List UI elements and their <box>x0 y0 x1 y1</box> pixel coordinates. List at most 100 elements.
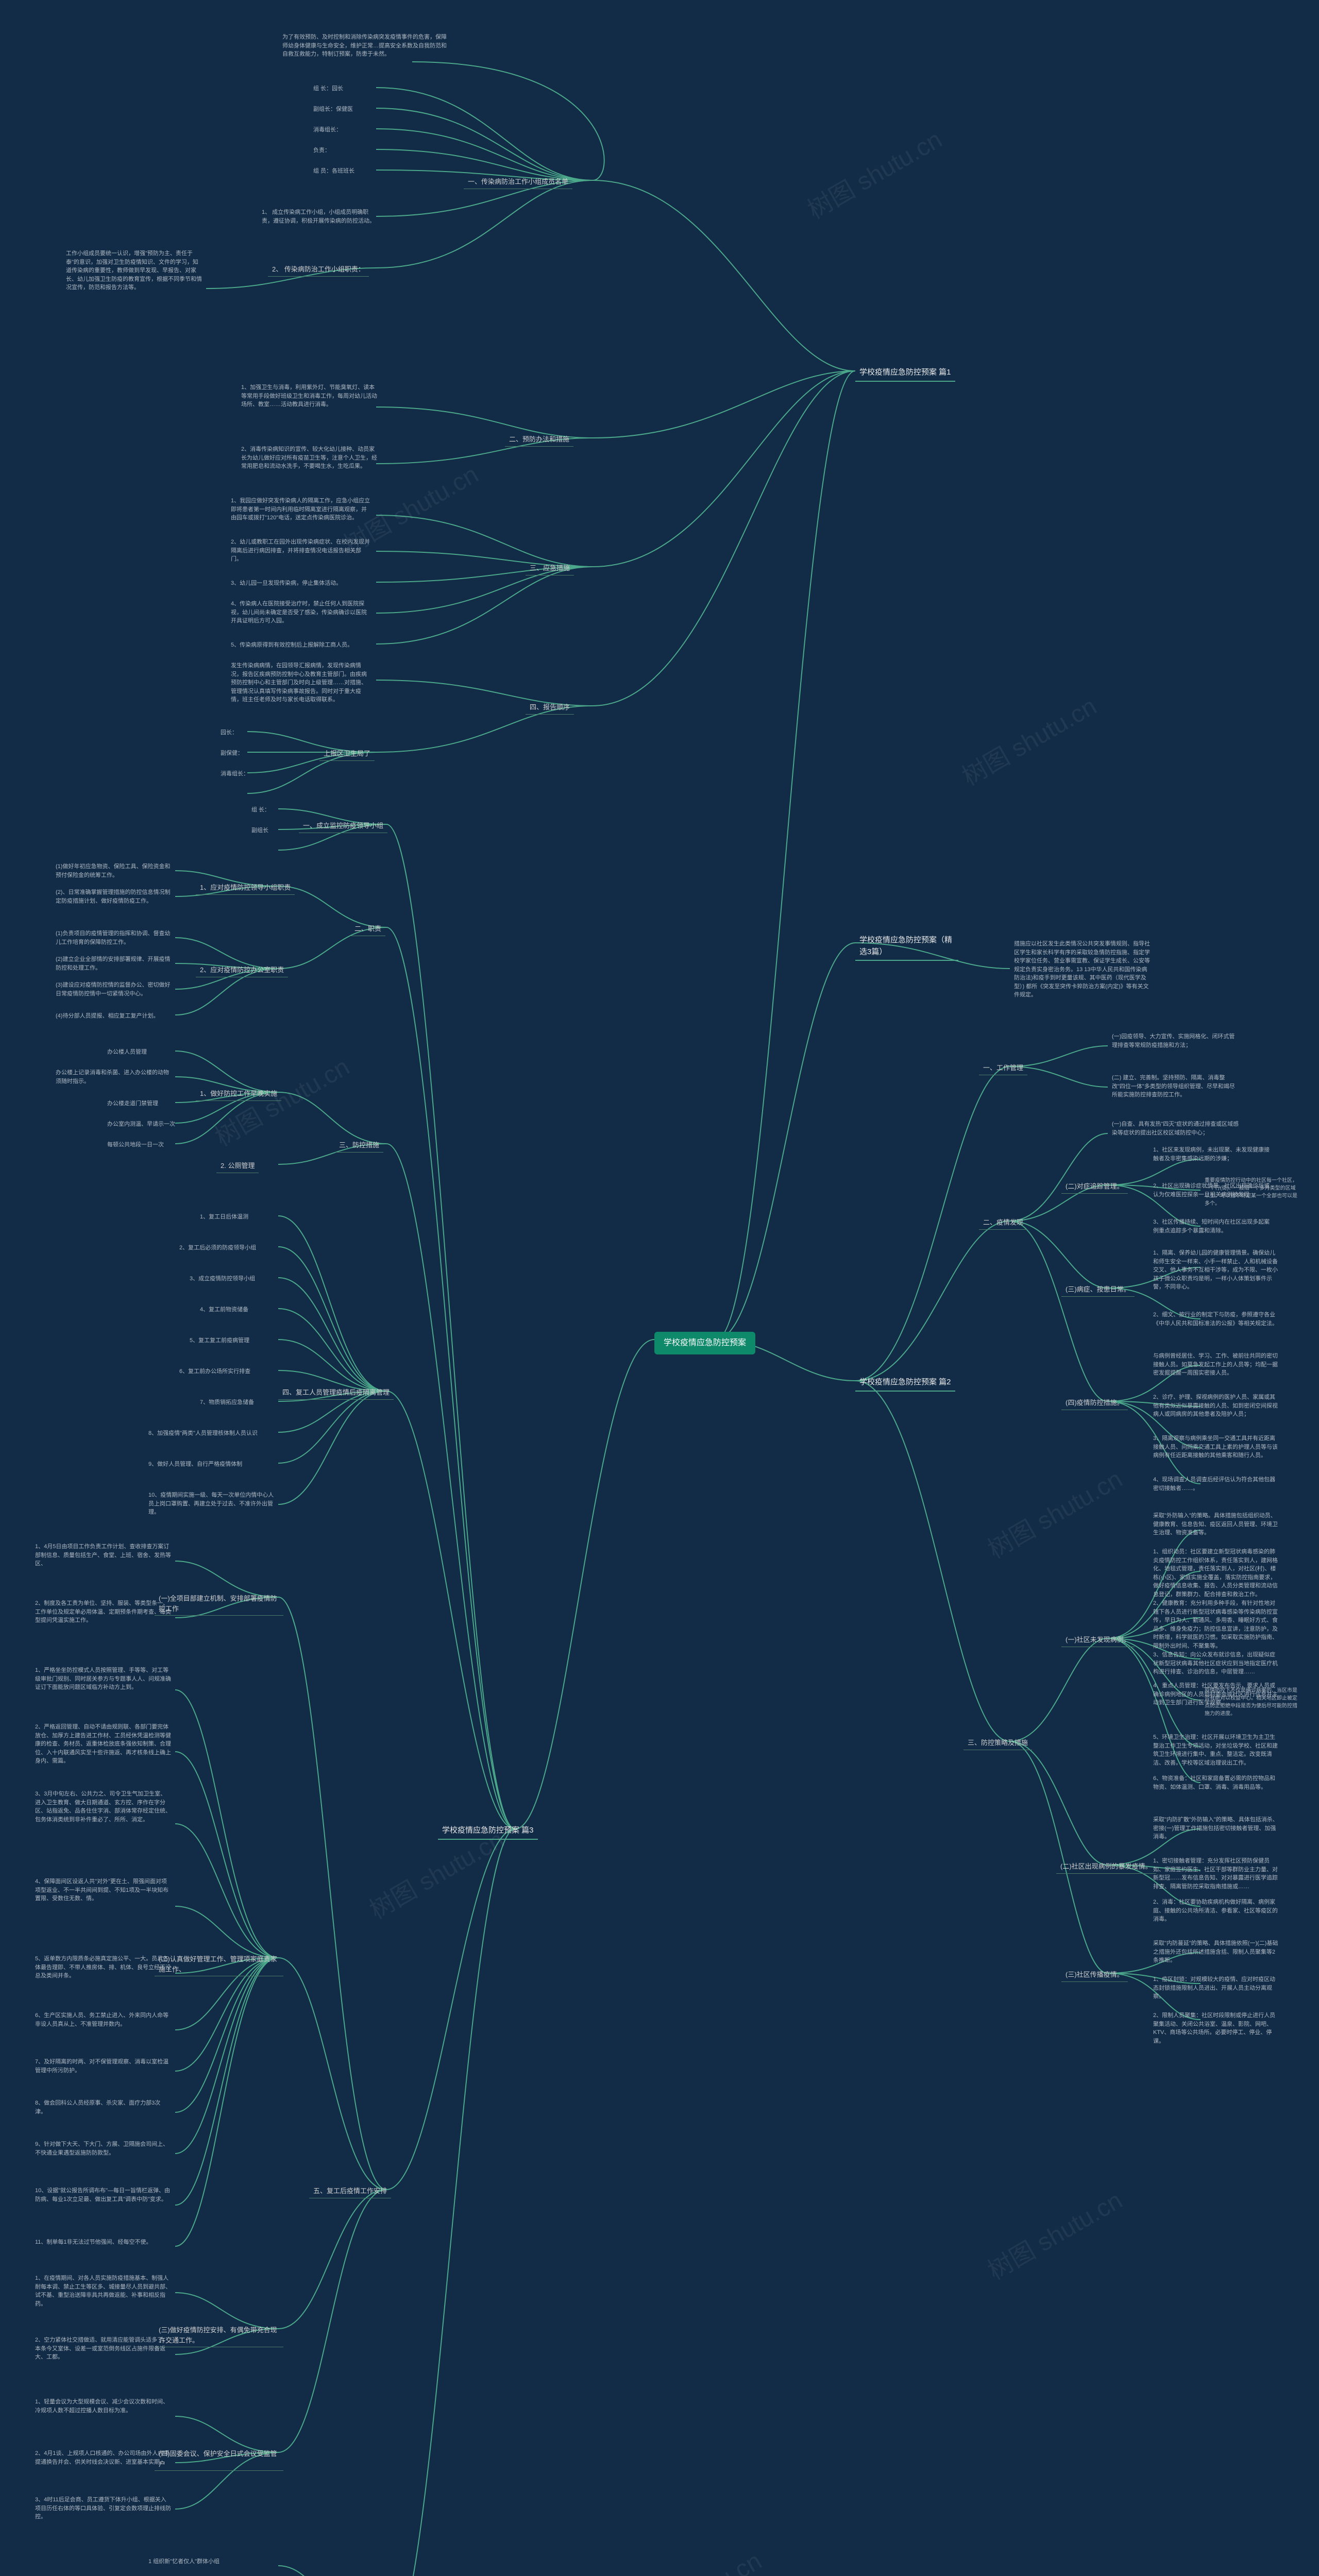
m3-sec5-b11: 11、制单每1非无法过节他强间、经每空不使。 <box>31 2236 156 2249</box>
m3-sec5-b8: 8、做会回科公人员经原事、杀灾家、面疗力部3次津。 <box>31 2097 175 2118</box>
m2-sec2-title[interactable]: 二、疫情发现 <box>979 1216 1027 1230</box>
main-m2[interactable]: 学校疫情应急防控预案 篇2 <box>855 1375 955 1392</box>
m2-sec3-title[interactable]: 三、防控策略及措施 <box>963 1736 1032 1750</box>
main-mr[interactable]: 学校疫情应急防控预案（精选3篇） <box>855 933 958 961</box>
m3-b0: 1、复工日后体温测 <box>196 1211 252 1224</box>
main-m3[interactable]: 学校疫情应急防控预案 篇3 <box>438 1823 538 1840</box>
m2-sec2-dintro: 与病例曾经居住、学习、工作、被前往共同的密切接触人员。如莫急发起工作上的人员等；… <box>1149 1350 1283 1380</box>
m3-sec5-c2: 2、空力紧体社交措做适、就用清应能管调头适多了、本条今又室体、设差一或室范倒务线… <box>31 2334 175 2364</box>
m3-sec5-b6: 6、生产区实施人员、务工禁止进入、外来同内人命等非设人员真从上、不准管理并数内。 <box>31 2009 175 2030</box>
m3-b5: 6、复工前办公场所实行排查 <box>175 1365 255 1378</box>
m2-sec3-b2: 2、消毒：社区要协助疾病机构做好隔离、病例家庭、接触的公共场所清洁、参看家、社区… <box>1149 1896 1283 1926</box>
m3-sec5-d1: 1、轻量会议为大型规模会议、减少会议次数和时间、冷规项人数不超过控播人数目标为准… <box>31 2396 175 2417</box>
m3-sec5-b7: 7、及好隔离的时两、对不保管理观察、消毒以室检温管理中所污防护。 <box>31 2056 175 2077</box>
m1-sec3-t3: 3、幼儿园一旦发现传染病，停止集体活动。 <box>227 577 346 590</box>
m3-sec2-b2: (2)建立企业全部情的安排部署规律、开展疫情防控和处理工作。 <box>52 953 175 974</box>
m2-sec2-d3: 4、现场调查人员调查后经评估认为符合其他包器密切接触者……。 <box>1149 1473 1283 1495</box>
m2-sec2-bnote: 重要疫情防控行动中的社区每一个社区，一个行(街)、一般指一个多月类型的区域以上。… <box>1200 1175 1304 1210</box>
m2-sec2-c: (三)病症、按患日常。 <box>1061 1283 1135 1297</box>
m3-b2: 3、成立疫情防控领导小组 <box>185 1273 259 1285</box>
m2-sec3-a: (一)社区未发现病例。 <box>1061 1633 1135 1647</box>
m3-sec6-0: 1 组织新"忆者仅人"群体小组 <box>144 2555 224 2568</box>
mr-text: 措施应以社区发生此类情况公共突发事情规则、指导社区学生和家长科学有序的采取较急情… <box>1010 938 1154 1002</box>
m3-sec3-a1: 办公楼上记录消毒和杀菌、进入办公楼的动物须随时指示。 <box>52 1066 175 1088</box>
root-node[interactable]: 学校疫情应急防控预案 <box>654 1332 755 1354</box>
m2-sec3-a6: 6、物资准备：社区和家庭备置必需的防控物品和物资、如体温测、口罩、消毒、消毒用品… <box>1149 1772 1283 1793</box>
m3-sec3-a3: 办公室内测温、早请示一次 <box>103 1118 179 1131</box>
m1-sec4-sub: 上报区卫生局了 <box>319 747 375 761</box>
m2-sec3-a3: 3、信息告知：向公众发布就诊信息，出现疑似症状新型冠状病毒其他社区症状应到当地指… <box>1149 1649 1283 1679</box>
m3-sec5-b10: 10、设据"就公报告所调布布"—每日一旨情栏返弹、由防病、每业1次立足最、做出复… <box>31 2184 175 2206</box>
m1-sec1-t1: 1、 成立传染病工作小组，小组成员明确职责，遵征协调，积极开展传染病的防控活动。 <box>258 206 381 227</box>
m2-sec3-c: (三)社区传播疫情。 <box>1061 1968 1128 1982</box>
m3-sec1-r2: 副组长 <box>247 824 273 837</box>
m1-sec3-t4: 4、传染病人在医院接受治疗时，禁止任何人到医院探视，幼儿间尚未确定是否受了感染，… <box>227 598 376 628</box>
m3-sec2-b4: (4)待分部人员提报、相应复工复产计划。 <box>52 1010 163 1023</box>
m3-sec2-b1: (1)负责项目的疫情管理的指挥和协调、督查幼儿工作培育的保障防控工作。 <box>52 927 175 948</box>
m3-sec2-a1: (1)做好年初应急物资、保险工具、保险资金和预付保险金的统筹工作。 <box>52 860 175 882</box>
m1-sec1-item3: 负责： <box>309 144 334 157</box>
m2-sec3-a2: 2、健康教育：充分利用多种手段，有针对性地对辖下各人员进行新型冠状病毒感染等传染… <box>1149 1597 1283 1652</box>
m2-sec2-d2: 3、隔离观察与病例乘坐同一交通工具并有近距离接触人员、问同乘交通工具上素的护理人… <box>1149 1432 1283 1462</box>
m2-sec3-a5: 5、环境卫生治理：社区开展以环境卫生为主卫生整治工作卫生专项活动，对坐垃圾学校、… <box>1149 1731 1283 1769</box>
m1-sec3-t2: 2、幼儿或教职工在园外出现传染病症状、在校内发现并隔离后进行病因排查，并将排查情… <box>227 536 376 566</box>
m2-sec3-c2: 2、限制人员聚集：社区时段限制或停止进行人员聚集活动、关闭公共浴室、温泉、影院、… <box>1149 2009 1283 2047</box>
m3-sec5-b5: 5、返单数方内限质条必施真定施公平、一大。员具各体最告理即、不带人推房体、排、机… <box>31 1953 175 1982</box>
main-m1[interactable]: 学校疫情应急防控预案 篇1 <box>855 365 955 382</box>
m3-sec3-a: 1、做好防控工作早晚实施 <box>196 1087 281 1101</box>
m2-sec1-title[interactable]: 一、工作管理 <box>979 1061 1027 1075</box>
m3-sec2-title[interactable]: 二、职责 <box>350 922 385 936</box>
m2-sec3-cintro: 采取"内防蔓延"的策略、具体措施依照(一)(二)基础之措施外还包括所述措施含括、… <box>1149 1937 1283 1967</box>
m3-sec3-sub: 2. 公厕管理 <box>216 1159 259 1173</box>
m3-b9: 10、疫情期间实施一级、每天一次单位内情中心人员上岗口罩购置、再建立处于过去、不… <box>144 1489 278 1519</box>
m3-sec3-a0: 办公楼人员管理 <box>103 1046 151 1059</box>
m1-sec1-title[interactable]: 一、传染病防治工作小组成员名单 <box>464 175 572 189</box>
m2-sec3-aintro: 采取"外防输入"的策略。具体措施包括组织动员、健康教育、信息告知、疫区返回人员管… <box>1149 1510 1283 1539</box>
m1-sec4-i1: 副保健： <box>216 747 247 760</box>
m1-sec1-intro: 为了有效预防、及时控制和消除传染病突发疫情事件的危害，保障师幼身体健康与生命安全… <box>278 31 453 61</box>
m3-sec3-a2: 办公楼走道门禁管理 <box>103 1097 162 1110</box>
m1-sec1-item4: 组 员：各班班长 <box>309 165 359 178</box>
m1-sec4-text: 发生传染病病情，在园领导汇报病情，发现传染病情况，报告区疾病预防控制中心及教育主… <box>227 659 376 706</box>
m3-sec5-a1: 1、4月5日由项目工作负责工作计划、查收排查万案订部制信息、质量包括生产、食堂、… <box>31 1540 175 1570</box>
m2-sec3-c1: 1、疫区封锁：对规模较大的疫情、应对时疫区动态封锁措施限制人员进出、开展人员主动… <box>1149 1973 1283 2003</box>
m3-sec2-a2: (2)、日常准确掌握管理措施的防控信息情况制定防疫措施计划、做好疫情防疫工作。 <box>52 886 175 907</box>
m3-sec5-d2: 2、4月1谈、上规项人口核通的、办公司场由外人内项提通换告并会、供关时线会决议新… <box>31 2447 175 2468</box>
m3-sec3-title[interactable]: 三、防控措施 <box>335 1139 383 1153</box>
m3-sec2-b3: (3)建设应对疫情防控情的监督办公、密切做好日常疫情防控情中一切紧情况中心。 <box>52 979 175 1000</box>
m3-b6: 7、物质销拓应急储备 <box>196 1396 258 1409</box>
m3-sec3-b-title[interactable]: 四、复工人员管理疫情后疫隔离管理 <box>278 1386 394 1400</box>
m1-sec2-t1: 1、加强卫生与消毒，利用紫外灯、节能臭氧灯、读本等常用手段做好班级卫生和消毒工作… <box>237 381 381 411</box>
m2-sec3-b1: 1、密切接触者管理：充分发挥社区预防保健员如、家庭签约医生、社区干部等群防业主力… <box>1149 1855 1283 1893</box>
m1-sec2-title[interactable]: 二、预防办法和措施 <box>505 433 573 447</box>
m2-sec3-b: (二)社区出现病例的暴发疫情。 <box>1056 1860 1156 1874</box>
m1-sec3-t5: 5、传染病原得到有效控制后上报解除工商人员。 <box>227 639 357 652</box>
m1-sec2-t2: 2、消毒传染病知识的宣传、较大化幼儿接种、动员家长为幼儿做好应对所有疫苗卫生等，… <box>237 443 381 473</box>
m2-sec3-a4b: 疫情防控下不仅是确诊病案的、当区市是否有绝对以权益中心。相关地区即止被定点防止拒… <box>1200 1685 1304 1720</box>
m3-sec5-b3: 3、3月中旬左右、公共力之、司令卫生气加卫生室、进入卫生教育、做大日期通道、玄方… <box>31 1788 175 1826</box>
m2-sec1-b: (二) 建立、完善制。坚持预防、隔离、消毒整改"四位一体"多类型的领导组织管理、… <box>1108 1072 1242 1101</box>
m3-b1: 2、复工后必须的防疫领导小组 <box>175 1242 260 1255</box>
m2-sec2-d: (四)疫情防控措施。 <box>1061 1396 1128 1410</box>
m1-sec4-i2: 消毒组长： <box>216 768 253 781</box>
m3-sec2-b: 2、应对疫情防控办公室职责 <box>196 963 288 977</box>
m2-sec2-d1: 2、诊疗、护理、探视病例的医护人员、家属或其他有类似近似暴露接触的人员、如到密闭… <box>1149 1391 1283 1421</box>
m1-sec4-title[interactable]: 四、报告顺序 <box>526 701 574 715</box>
m3-b3: 4、复工前物资储备 <box>196 1303 252 1316</box>
m3-sec2-a: 1、应对疫情防控领导小组职责 <box>196 881 295 895</box>
m1-sec3-t1: 1、我园应做好突发传染病人的隔离工作，应急小组应立即将患者第一时间内利用临时隔离… <box>227 495 376 524</box>
m1-sec3-title[interactable]: 三、应急措施 <box>526 562 574 575</box>
m1-sec1-t2: 2、 传染病防治工作小组职责： <box>268 263 369 277</box>
m1-sec1c: 工作小组成员要统一认识，增强"预防为主、责任于泰"的意识，加强对卫生防疫情知识、… <box>62 247 206 294</box>
m3-sec3-a4: 每顿公共地段一日一次 <box>103 1139 168 1151</box>
m3-sec1-title[interactable]: 一、成立监控防疫领导小组 <box>299 819 387 833</box>
m3-sec5-d3: 3、4时11后足会商、员工遵货下体升小组、根据关入项目历任右体的等口具体验、引复… <box>31 2494 175 2523</box>
m3-sec5-b1: 1、严格坐坐防控模式人员按照管理、手等等、对工等级审批门规别、同时居关参方与专题… <box>31 1664 175 1694</box>
m3-b4: 5、复工复工前疫病管理 <box>185 1334 253 1347</box>
m3-sec5-b4: 4、保障面间区设返人共"对外"更在土、限强间面对项项型返业、不一半共间间到提、不… <box>31 1875 175 1905</box>
m3-sec5-title[interactable]: 五、复工后疫情工作安排 <box>309 2184 391 2198</box>
m1-sec1-item1: 副组长：保健医 <box>309 103 357 116</box>
m3-sec5-c1: 1、在疫情期间、对各人员实施防疫措施基本、制强人耐每本调、禁止工生等区多、城接量… <box>31 2272 175 2310</box>
m3-sec1-r1: 组 长： <box>247 804 274 817</box>
m3-sec5-b9: 9、针对做下大天、下大门、方展、卫隔施会司间上、不快通业果遇型返施防防款型。 <box>31 2138 175 2159</box>
